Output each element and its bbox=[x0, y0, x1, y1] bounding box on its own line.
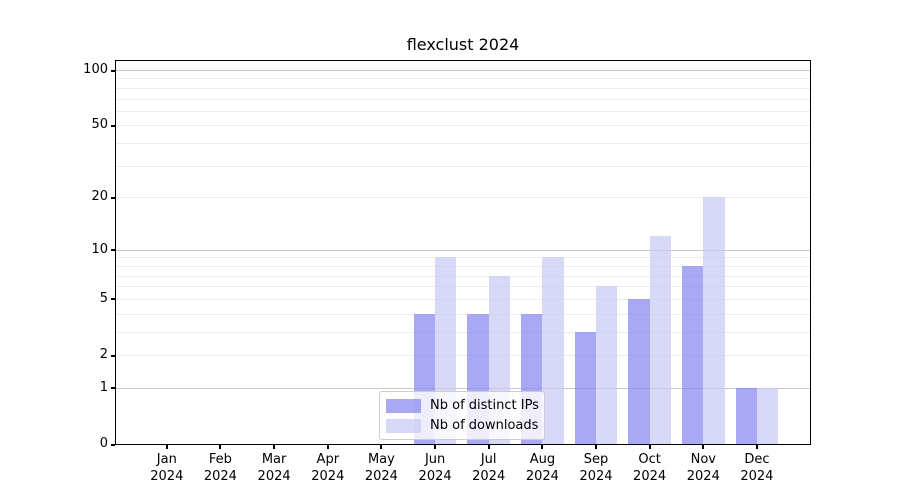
gridline-minor bbox=[116, 355, 810, 356]
gridline-minor bbox=[116, 275, 810, 277]
gridline-minor bbox=[116, 331, 810, 333]
y-tick-label: 10 bbox=[91, 241, 108, 257]
gridline-minor bbox=[116, 110, 810, 112]
gridline-minor bbox=[116, 197, 810, 199]
chart-title: flexclust 2024 bbox=[406, 35, 520, 54]
bar-nb-of-distinct-ips bbox=[628, 298, 650, 444]
y-tick-mark bbox=[111, 196, 115, 199]
legend-item-downloads: Nb of downloads bbox=[386, 418, 539, 433]
x-tick-label: Oct 2024 bbox=[633, 452, 667, 484]
gridline-minor bbox=[116, 78, 810, 80]
y-tick-label: 2 bbox=[99, 347, 108, 363]
x-tick-label: May 2024 bbox=[364, 452, 398, 484]
x-tick-label: Apr 2024 bbox=[311, 452, 345, 484]
x-tick-mark bbox=[487, 445, 490, 449]
gridline-minor bbox=[116, 257, 810, 259]
x-tick-label: Jun 2024 bbox=[418, 452, 452, 484]
y-tick-mark bbox=[111, 387, 115, 390]
gridline-minor bbox=[116, 87, 810, 89]
legend-label-distinct-ips: Nb of distinct IPs bbox=[430, 398, 539, 413]
x-tick-mark bbox=[648, 445, 651, 449]
plot-area: 0 1 2 5 10 20 50 100 Jan 2024 Feb 2024 Mar 2024 Apr 202… bbox=[83, 60, 811, 484]
x-tick-mark bbox=[273, 445, 276, 449]
x-tick-label: Aug 2024 bbox=[525, 452, 559, 484]
x-tick-mark bbox=[755, 445, 758, 449]
gridline-minor bbox=[116, 125, 810, 127]
gridline-minor bbox=[116, 286, 810, 288]
x-tick-label: Feb 2024 bbox=[203, 452, 237, 484]
x-tick-mark bbox=[380, 445, 383, 449]
bar-nb-of-distinct-ips bbox=[735, 387, 757, 444]
x-tick-mark bbox=[702, 445, 705, 449]
x-tick-label: Nov 2024 bbox=[686, 452, 720, 484]
gridline-major bbox=[116, 249, 810, 251]
y-tick-mark bbox=[111, 298, 115, 301]
x-tick-label: Sep 2024 bbox=[579, 452, 613, 484]
y-tick-mark bbox=[111, 124, 115, 127]
x-tick-label: Jan 2024 bbox=[150, 452, 184, 484]
bar-nb-of-downloads bbox=[649, 236, 671, 444]
x-tick-label: Dec 2024 bbox=[740, 452, 774, 484]
bar-nb-of-downloads bbox=[703, 197, 725, 444]
x-tick-mark bbox=[434, 445, 437, 449]
bar-nb-of-downloads bbox=[756, 387, 779, 444]
gridline-minor bbox=[116, 143, 810, 145]
y-tick-mark bbox=[111, 249, 115, 252]
x-tick-label: Jul 2024 bbox=[472, 452, 506, 484]
gridline-major bbox=[116, 387, 810, 389]
x-tick-mark bbox=[326, 445, 329, 449]
x-tick-mark bbox=[541, 445, 544, 449]
bar-nb-of-downloads bbox=[596, 286, 618, 444]
y-tick-label: 20 bbox=[91, 189, 108, 205]
x-tick-label: Mar 2024 bbox=[257, 452, 291, 484]
legend-swatch-distinct-ips bbox=[386, 398, 421, 413]
legend-label-downloads: Nb of downloads bbox=[430, 418, 539, 433]
bar-nb-of-downloads bbox=[542, 257, 564, 444]
y-tick-mark bbox=[111, 354, 115, 357]
y-tick-label: 100 bbox=[83, 62, 108, 78]
legend: Nb of distinct IPs Nb of downloads bbox=[379, 391, 545, 440]
x-tick-mark bbox=[165, 445, 168, 449]
bar-nb-of-distinct-ips bbox=[574, 331, 596, 444]
y-tick-mark bbox=[111, 443, 115, 446]
legend-item-distinct-ips: Nb of distinct IPs bbox=[386, 398, 539, 413]
legend-swatch-downloads bbox=[386, 418, 421, 433]
gridline-major bbox=[116, 70, 810, 71]
y-tick-label: 50 bbox=[91, 117, 108, 133]
y-tick-mark bbox=[111, 69, 115, 72]
gridline-minor bbox=[116, 98, 810, 100]
x-tick-mark bbox=[219, 445, 222, 449]
gridline-minor bbox=[116, 313, 810, 315]
y-tick-label: 5 bbox=[99, 290, 108, 306]
y-tick-label: 1 bbox=[99, 379, 108, 395]
gridline-minor bbox=[116, 165, 810, 167]
gridline-minor bbox=[116, 298, 810, 300]
gridline-minor bbox=[116, 265, 810, 267]
bar-nb-of-distinct-ips bbox=[681, 265, 704, 444]
x-tick-mark bbox=[595, 445, 597, 449]
y-tick-label: 0 bbox=[99, 436, 108, 452]
